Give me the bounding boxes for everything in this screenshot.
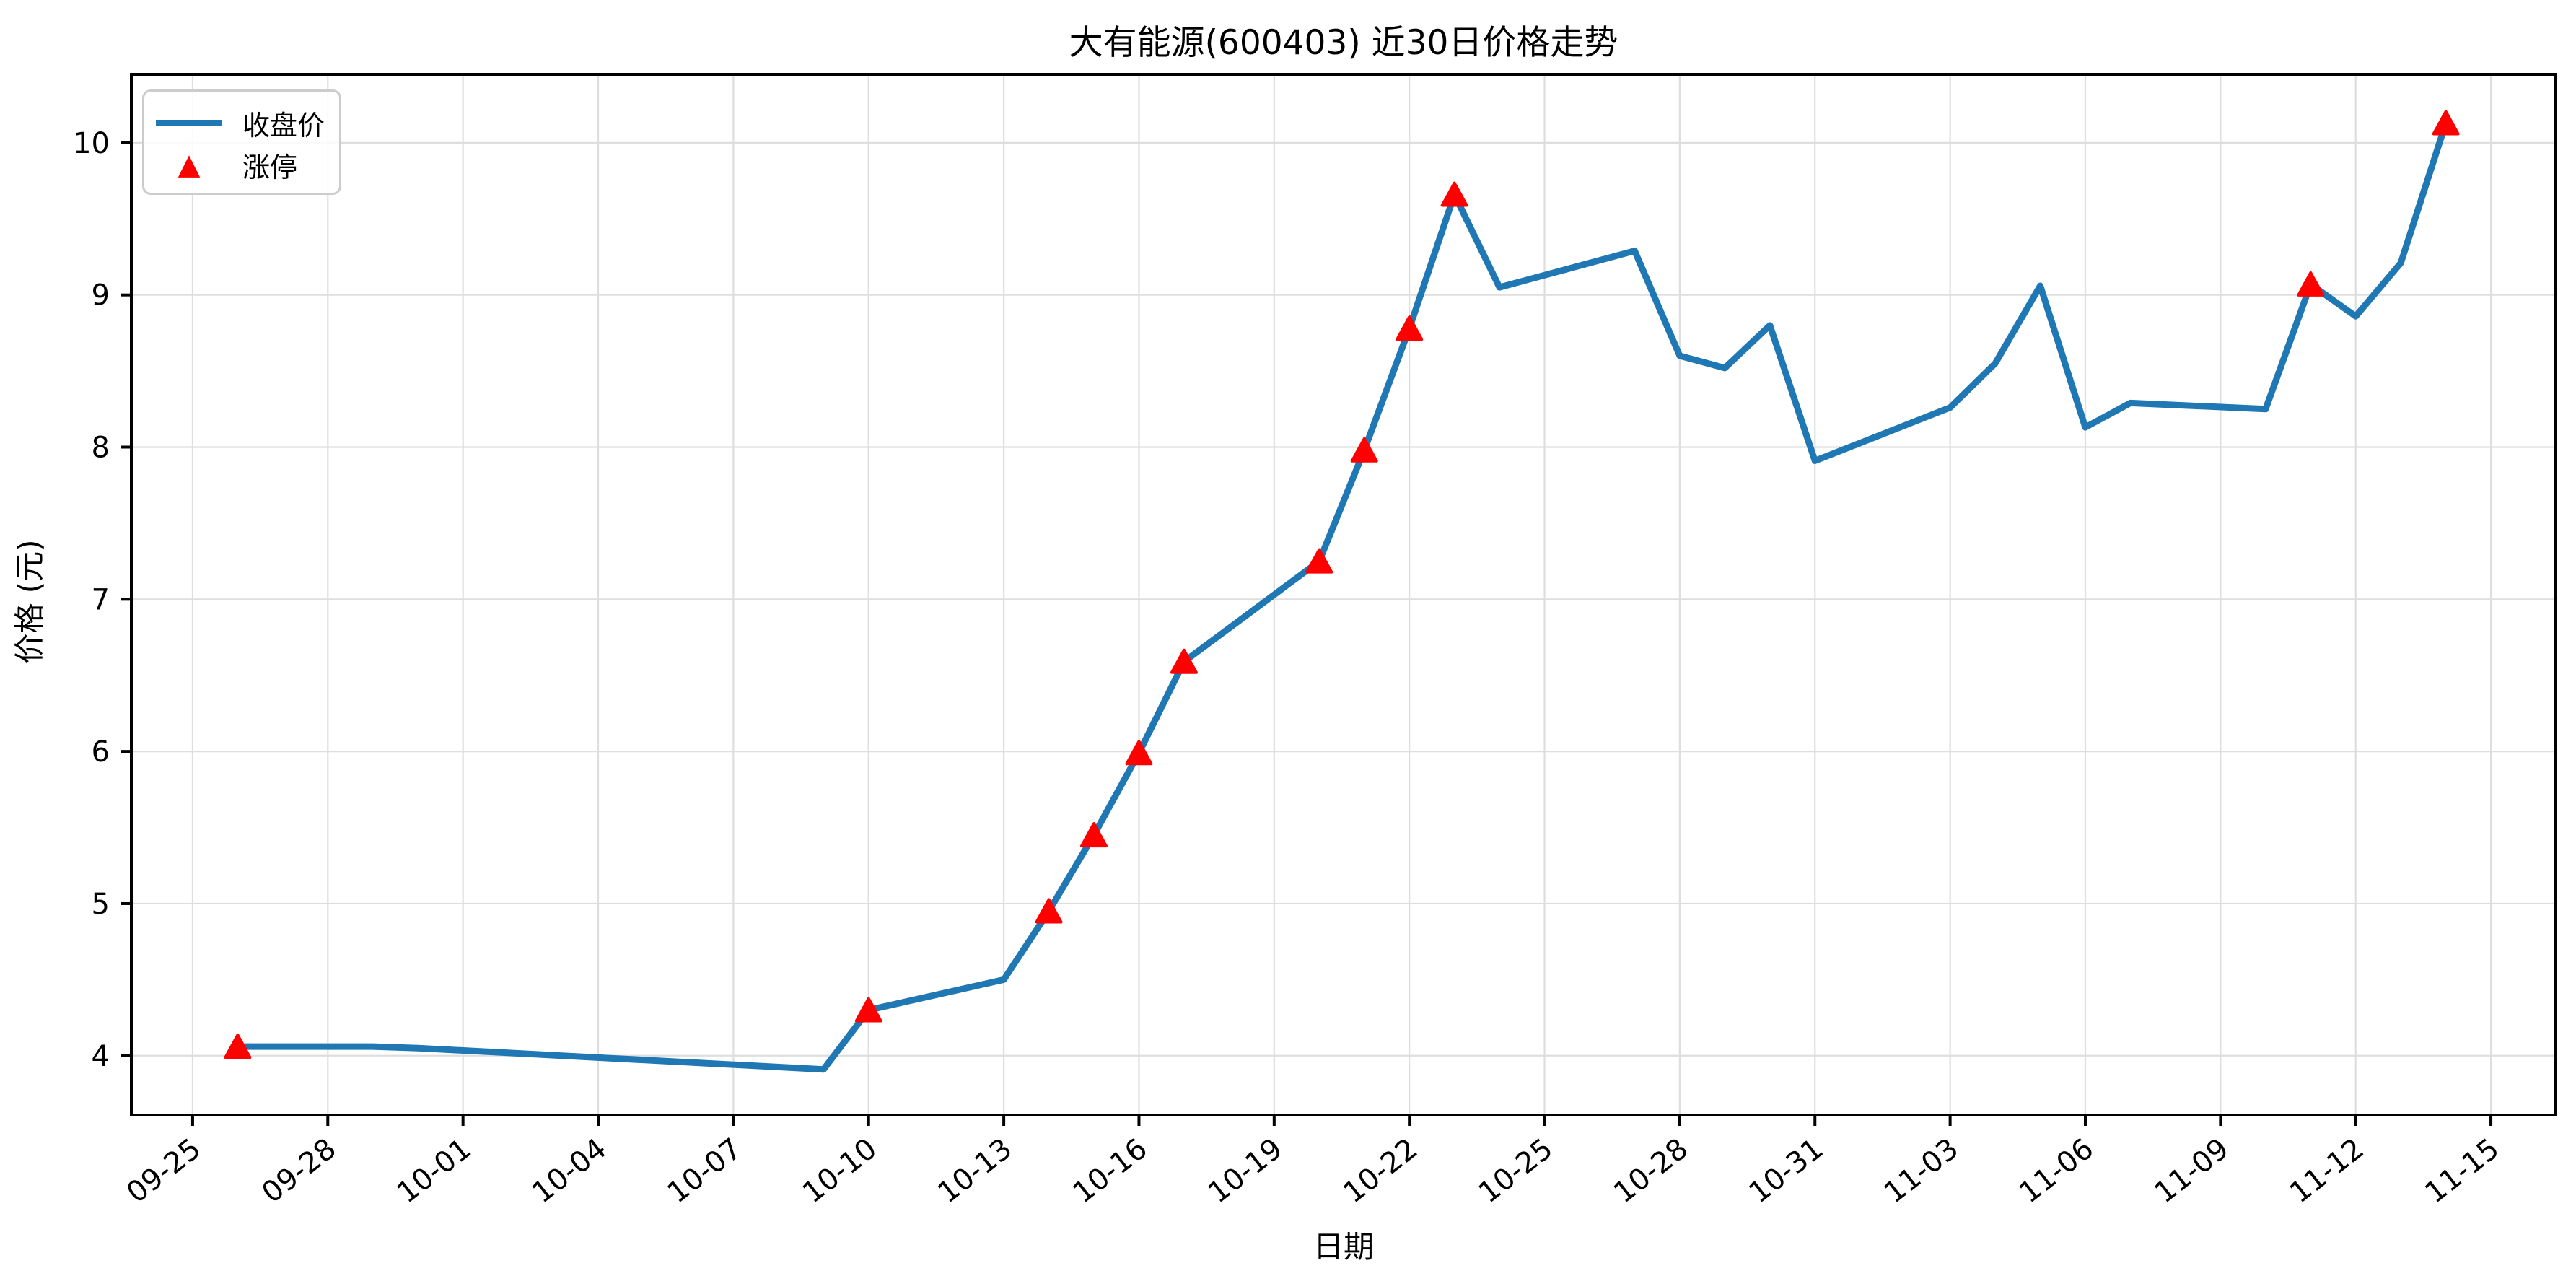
limit-up-marker — [1080, 822, 1108, 848]
close-price-line — [234, 119, 2450, 1073]
x-tick-label: 10-04 — [526, 1132, 613, 1210]
limit-up-marker — [2297, 271, 2325, 297]
y-tick-label: 8 — [92, 432, 110, 465]
y-tick-label: 4 — [92, 1040, 110, 1073]
x-tick-label: 11-12 — [2284, 1132, 2370, 1210]
limit-up-marker — [854, 997, 882, 1023]
limit-up-marker — [1035, 898, 1063, 924]
y-axis-label: 价格 (元) — [12, 539, 48, 664]
legend: 收盘价 ▲ 涨停 — [142, 89, 341, 195]
x-tick-label: 10-07 — [662, 1132, 748, 1210]
x-tick-label: 10-31 — [1743, 1132, 1830, 1210]
x-tick-label: 10-16 — [1067, 1132, 1154, 1210]
x-tick-label: 10-13 — [932, 1132, 1018, 1210]
chart-title: 大有能源(600403) 近30日价格走势 — [1069, 23, 1618, 63]
x-tick-label: 09-28 — [256, 1132, 343, 1210]
x-tick-label: 11-09 — [2149, 1132, 2235, 1210]
x-tick-label: 10-25 — [1473, 1132, 1559, 1210]
y-tick-label: 9 — [92, 279, 110, 313]
legend-item-close-price: 收盘价 — [156, 102, 328, 144]
legend-label-close-price: 收盘价 — [242, 109, 325, 141]
x-tick-label: 10-22 — [1337, 1132, 1424, 1210]
limit-up-triangle-icon: ▲ — [178, 148, 201, 181]
x-tick-label: 10-10 — [797, 1132, 883, 1210]
limit-up-marker — [1305, 548, 1333, 574]
y-tick-label: 7 — [92, 583, 110, 616]
limit-up-marker — [1125, 740, 1153, 766]
limit-up-marker — [1440, 181, 1468, 207]
limit-up-marker — [1170, 648, 1198, 674]
x-tick-label: 11-03 — [1878, 1132, 1965, 1210]
legend-label-limit-up: 涨停 — [242, 151, 298, 183]
limit-up-marker — [1396, 315, 1424, 341]
x-tick-label: 10-19 — [1202, 1132, 1289, 1210]
x-tick-label: 11-15 — [2419, 1132, 2505, 1210]
y-tick-label: 5 — [92, 888, 110, 921]
y-tick-label: 6 — [92, 735, 110, 769]
limit-up-marker — [2432, 110, 2460, 136]
x-tick-label: 11-06 — [2013, 1132, 2100, 1210]
x-axis-label: 日期 — [1313, 1229, 1374, 1264]
plot-border — [130, 73, 2557, 1116]
x-tick-label: 10-01 — [391, 1132, 478, 1210]
legend-item-limit-up: ▲ 涨停 — [156, 144, 328, 185]
limit-up-marker — [224, 1034, 252, 1059]
close-price-line-swatch — [156, 119, 222, 126]
limit-up-marker — [1350, 437, 1378, 463]
y-tick-label: 10 — [73, 127, 110, 160]
x-tick-label: 10-28 — [1608, 1132, 1694, 1210]
x-tick-label: 09-25 — [121, 1132, 207, 1210]
